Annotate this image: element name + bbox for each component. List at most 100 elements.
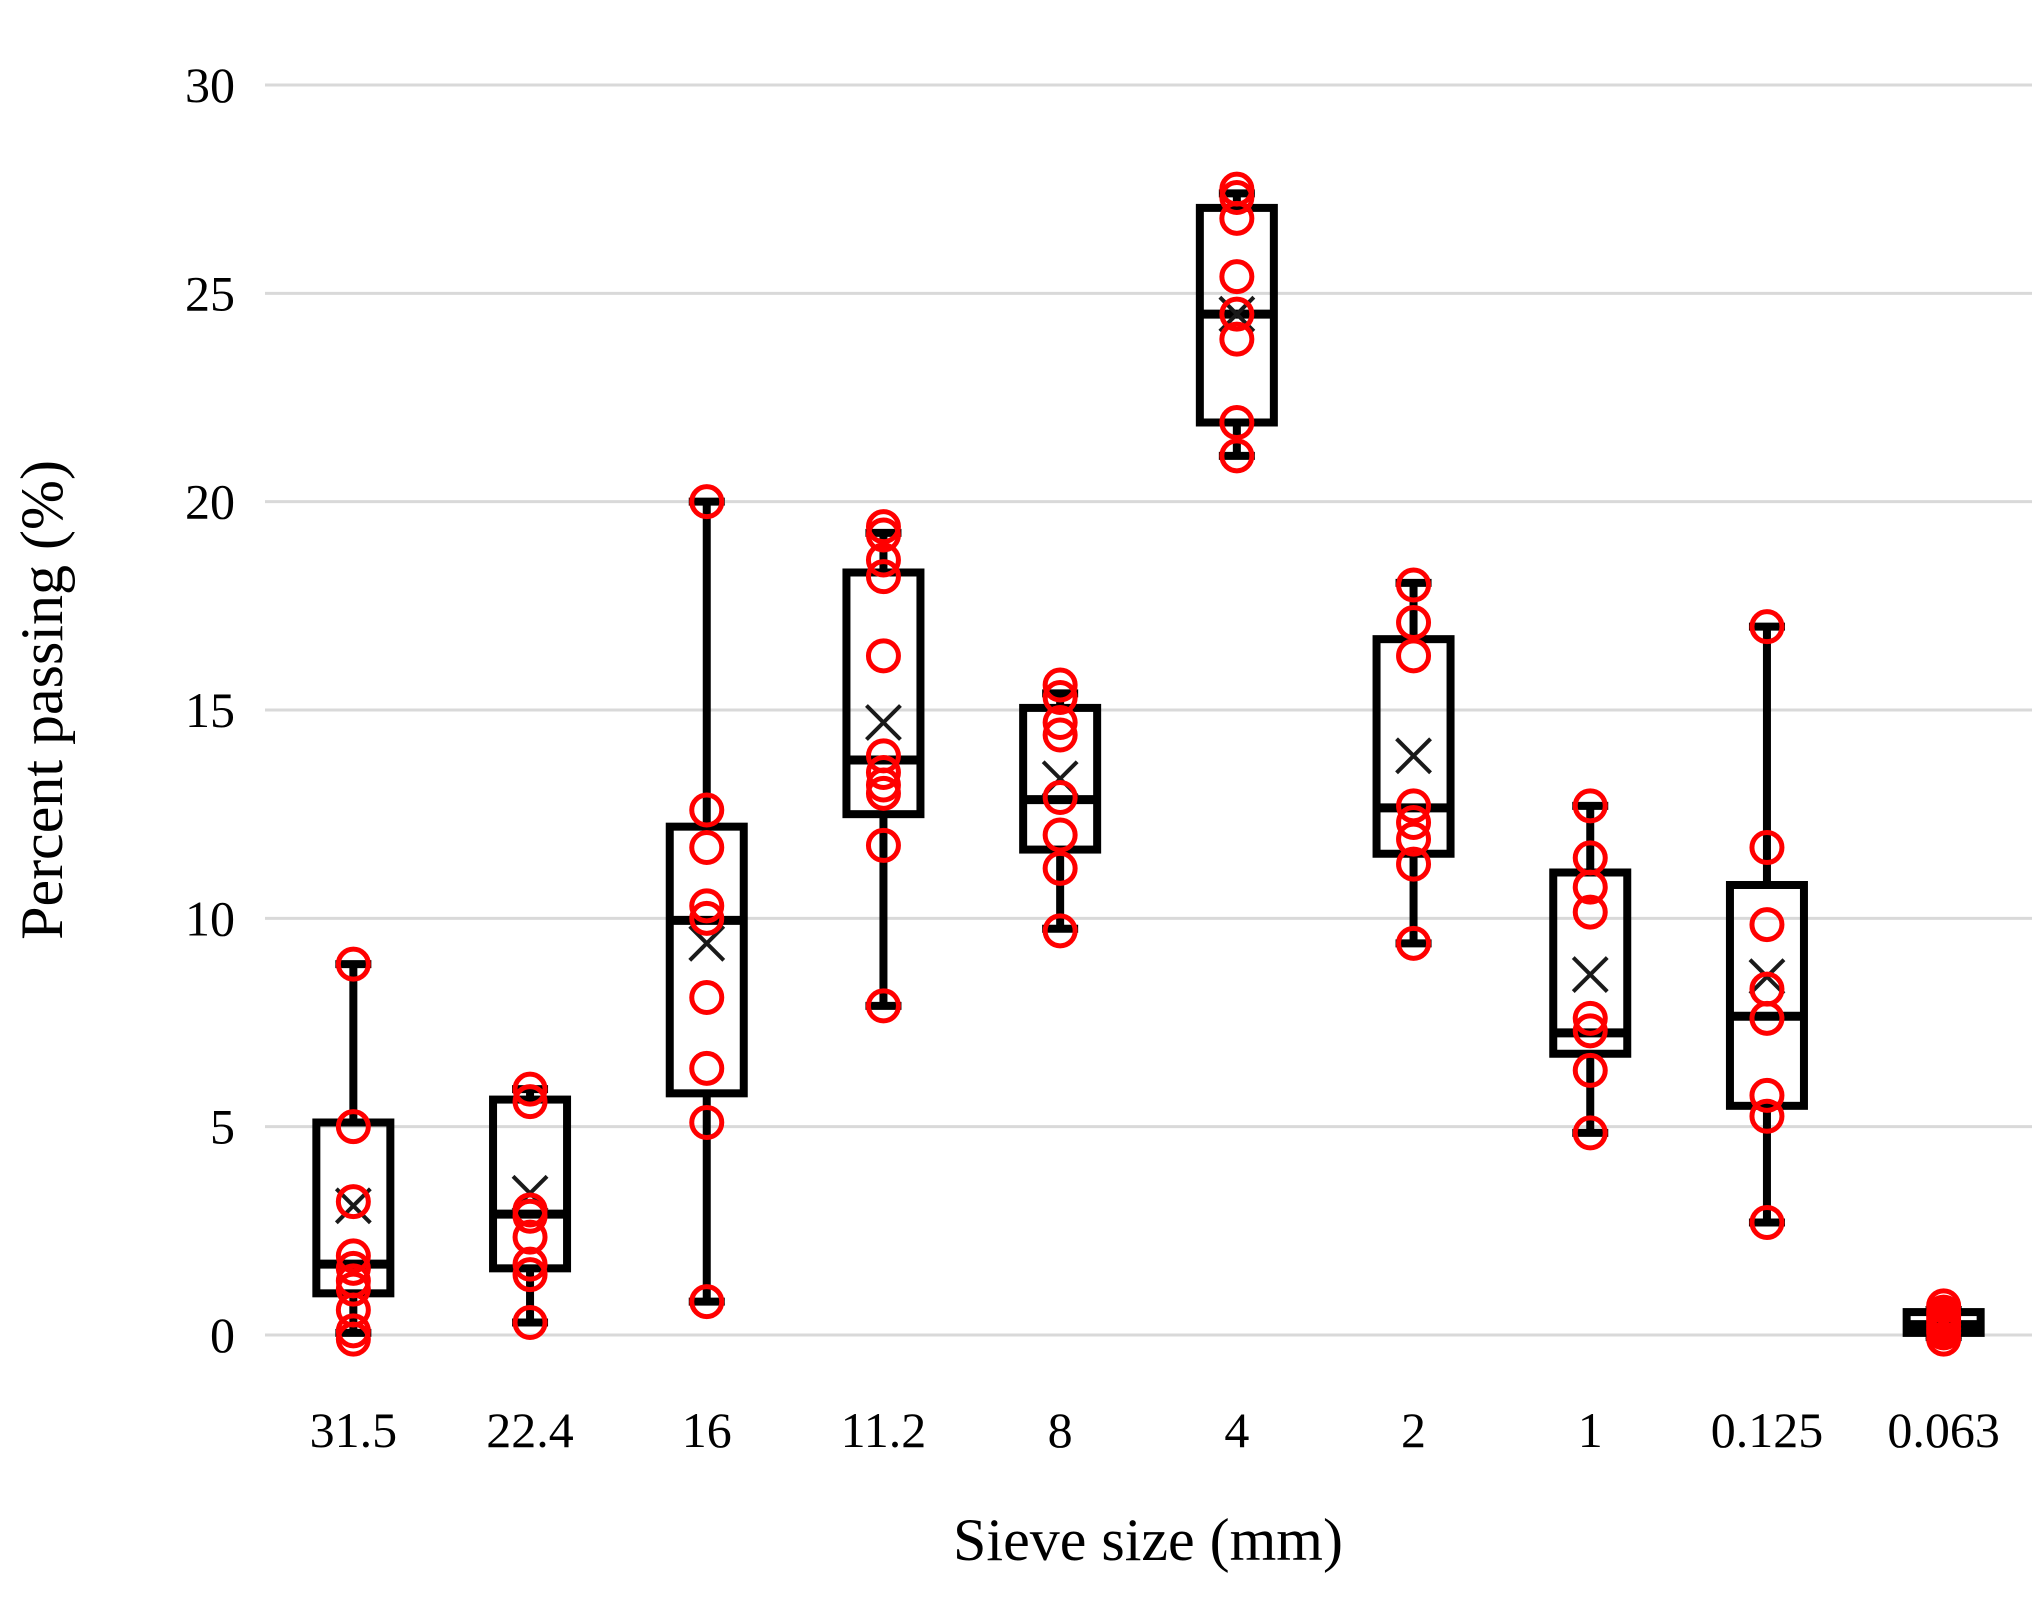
data-point [1396,604,1432,640]
data-point [689,484,725,520]
box-plot-0.125: 0.125 [1711,609,1824,1458]
x-tick-label-0.063: 0.063 [1887,1402,2000,1458]
data-point [1219,296,1255,332]
data-point [689,792,725,828]
data-point [865,542,901,578]
box-plot-22.4: 22.4 [486,1071,574,1458]
data-point [335,1321,371,1357]
data-point [1219,200,1255,236]
data-point [865,638,901,674]
data-point [1396,788,1432,824]
data-point [1572,788,1608,824]
x-tick-label-31.5: 31.5 [310,1402,398,1458]
x-tick-label-16: 16 [682,1402,732,1458]
data-point [865,754,901,790]
data-point [689,1284,725,1320]
data-point [512,1084,548,1120]
data-point [1572,1013,1608,1049]
data-point [1042,779,1078,815]
data-point [1042,717,1078,753]
data-point [512,1071,548,1107]
data-point [512,1304,548,1340]
data-point [1396,925,1432,961]
data-point [865,775,901,811]
data-point [1749,609,1785,645]
data-point [865,827,901,863]
data-point [1572,869,1608,905]
data-point [1042,704,1078,740]
box-plot-2: 2 [1372,567,1455,1458]
mean-x-marker [865,704,902,741]
data-point [1396,821,1432,857]
data-point [1572,1052,1608,1088]
data-point [1749,1000,1785,1036]
data-point [1219,321,1255,357]
data-point [1572,1115,1608,1151]
data-point [335,946,371,982]
mean-x-marker [1395,737,1432,775]
iqr-box [489,1095,572,1273]
box-plot-31.5: 31.5 [310,946,398,1458]
data-point [1219,438,1255,474]
y-tick-label-25: 25 [185,265,235,321]
data-point [1396,846,1432,882]
data-point [689,900,725,936]
box-plot-0.063: 0.063 [1887,1288,2000,1458]
data-point [1926,1321,1962,1357]
data-point [1042,817,1078,853]
plot-area: 0 5 10 15 20 25 30 31.5 22.4 16 11.2 8 4 2 1 0.125 0.063 [185,57,2032,1458]
y-tick-label-30: 30 [185,57,235,113]
box-plot-8: 8 [1019,667,1102,1458]
data-point [1219,179,1255,215]
data-point [1396,638,1432,674]
data-point [1572,1000,1608,1036]
data-point [689,979,725,1015]
data-point [1749,829,1785,865]
data-point [335,1238,371,1274]
data-point [689,888,725,924]
data-point [1219,259,1255,295]
mean-x-marker [1571,956,1609,993]
y-tick-label-10: 10 [185,890,235,946]
data-point [1042,913,1078,949]
data-point [1042,667,1078,703]
box-plot-16: 16 [665,484,748,1458]
x-tick-label-22.4: 22.4 [486,1402,574,1458]
box-plot-1: 1 [1549,788,1632,1458]
data-point [1042,850,1078,886]
x-tick-label-1: 1 [1578,1402,1603,1458]
data-point [1749,1098,1785,1134]
x-tick-label-0.125: 0.125 [1711,1402,1824,1458]
y-tick-label-20: 20 [185,474,235,530]
y-tick-label-0: 0 [210,1307,235,1363]
data-point [1749,907,1785,943]
x-tick-label-4: 4 [1224,1402,1249,1458]
x-tick-label-8: 8 [1048,1402,1073,1458]
y-grid: 0 5 10 15 20 25 30 [185,57,2032,1363]
y-tick-label-5: 5 [210,1099,235,1155]
data-point [865,988,901,1024]
data-point [1572,894,1608,930]
data-point [1042,679,1078,715]
box-plot-4: 4 [1195,171,1278,1458]
x-axis-title: Sieve size (mm) [953,1507,1343,1573]
y-tick-label-15: 15 [185,682,235,738]
data-point [335,1184,371,1220]
data-point [689,829,725,865]
data-point [689,1104,725,1140]
box-plot-11.2: 11.2 [841,509,927,1458]
y-axis-title: Percent passing (%) [9,460,75,940]
data-point [1396,804,1432,840]
data-point [512,1246,548,1282]
data-point [1396,567,1432,603]
data-point [1749,1077,1785,1113]
data-point [512,1257,548,1293]
data-point [1219,404,1255,440]
x-tick-label-2: 2 [1401,1402,1426,1458]
data-point [512,1198,548,1234]
data-point [865,517,901,553]
x-tick-label-11.2: 11.2 [841,1402,927,1458]
data-point [689,1050,725,1086]
